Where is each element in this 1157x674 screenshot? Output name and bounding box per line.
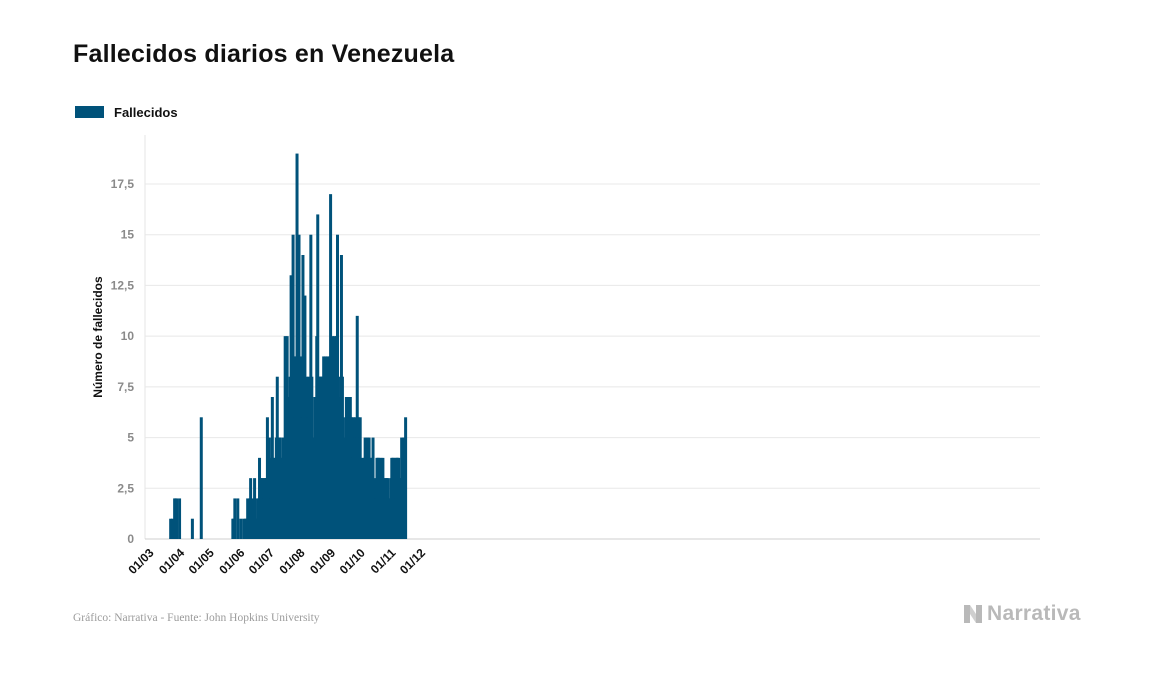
x-tick-label: 01/07 (246, 545, 277, 576)
bar (236, 498, 240, 539)
x-tick-label: 01/10 (337, 545, 368, 576)
y-axis-title: Número de fallecidos (91, 276, 105, 398)
y-tick-label: 2,5 (117, 481, 134, 495)
legend-label: Fallecidos (114, 104, 178, 120)
bar (253, 478, 257, 539)
narrativa-logo-icon (964, 605, 982, 623)
bar (297, 234, 301, 539)
bar (171, 518, 175, 539)
y-tick-label: 12,5 (111, 278, 135, 292)
bar (239, 518, 243, 539)
narrativa-brand-text: Narrativa (987, 602, 1081, 625)
x-tick-label: 01/11 (368, 545, 399, 576)
bar (199, 417, 203, 539)
bar (233, 498, 237, 539)
legend-swatch (75, 106, 104, 118)
narrativa-logo: Narrativa (963, 602, 1081, 626)
y-tick-label: 10 (121, 329, 135, 343)
bar (283, 336, 287, 539)
bar (301, 255, 305, 539)
bar (295, 153, 299, 539)
bar (249, 478, 253, 539)
bar (404, 417, 408, 539)
bar (265, 417, 269, 539)
y-tick-label: 5 (127, 431, 134, 445)
x-tick-label: 01/04 (156, 545, 187, 576)
x-tick-label: 01/09 (307, 545, 338, 576)
chart-title: Fallecidos diarios en Venezuela (73, 40, 455, 68)
bar (178, 498, 182, 539)
bar (175, 498, 179, 539)
bar (329, 194, 333, 539)
bar (246, 498, 250, 539)
bar (242, 518, 246, 539)
y-tick-label: 0 (127, 532, 134, 546)
x-tick-label: 01/06 (216, 545, 247, 576)
x-tick-label: 01/12 (397, 545, 428, 576)
x-tick-label: 01/03 (125, 545, 156, 576)
bar (275, 376, 279, 539)
bar (190, 518, 194, 539)
y-tick-label: 7,5 (117, 380, 134, 394)
legend: Fallecidos (75, 104, 178, 120)
bar (267, 437, 271, 539)
bar (169, 518, 173, 539)
bar (251, 498, 255, 539)
y-tick-label: 17,5 (111, 177, 135, 191)
x-tick-label: 01/05 (186, 545, 217, 576)
bar (291, 234, 295, 539)
x-tick-label: 01/08 (276, 545, 307, 576)
source-note: Gráfico: Narrativa - Fuente: John Hopkin… (73, 612, 320, 624)
y-tick-label: 15 (121, 228, 135, 242)
